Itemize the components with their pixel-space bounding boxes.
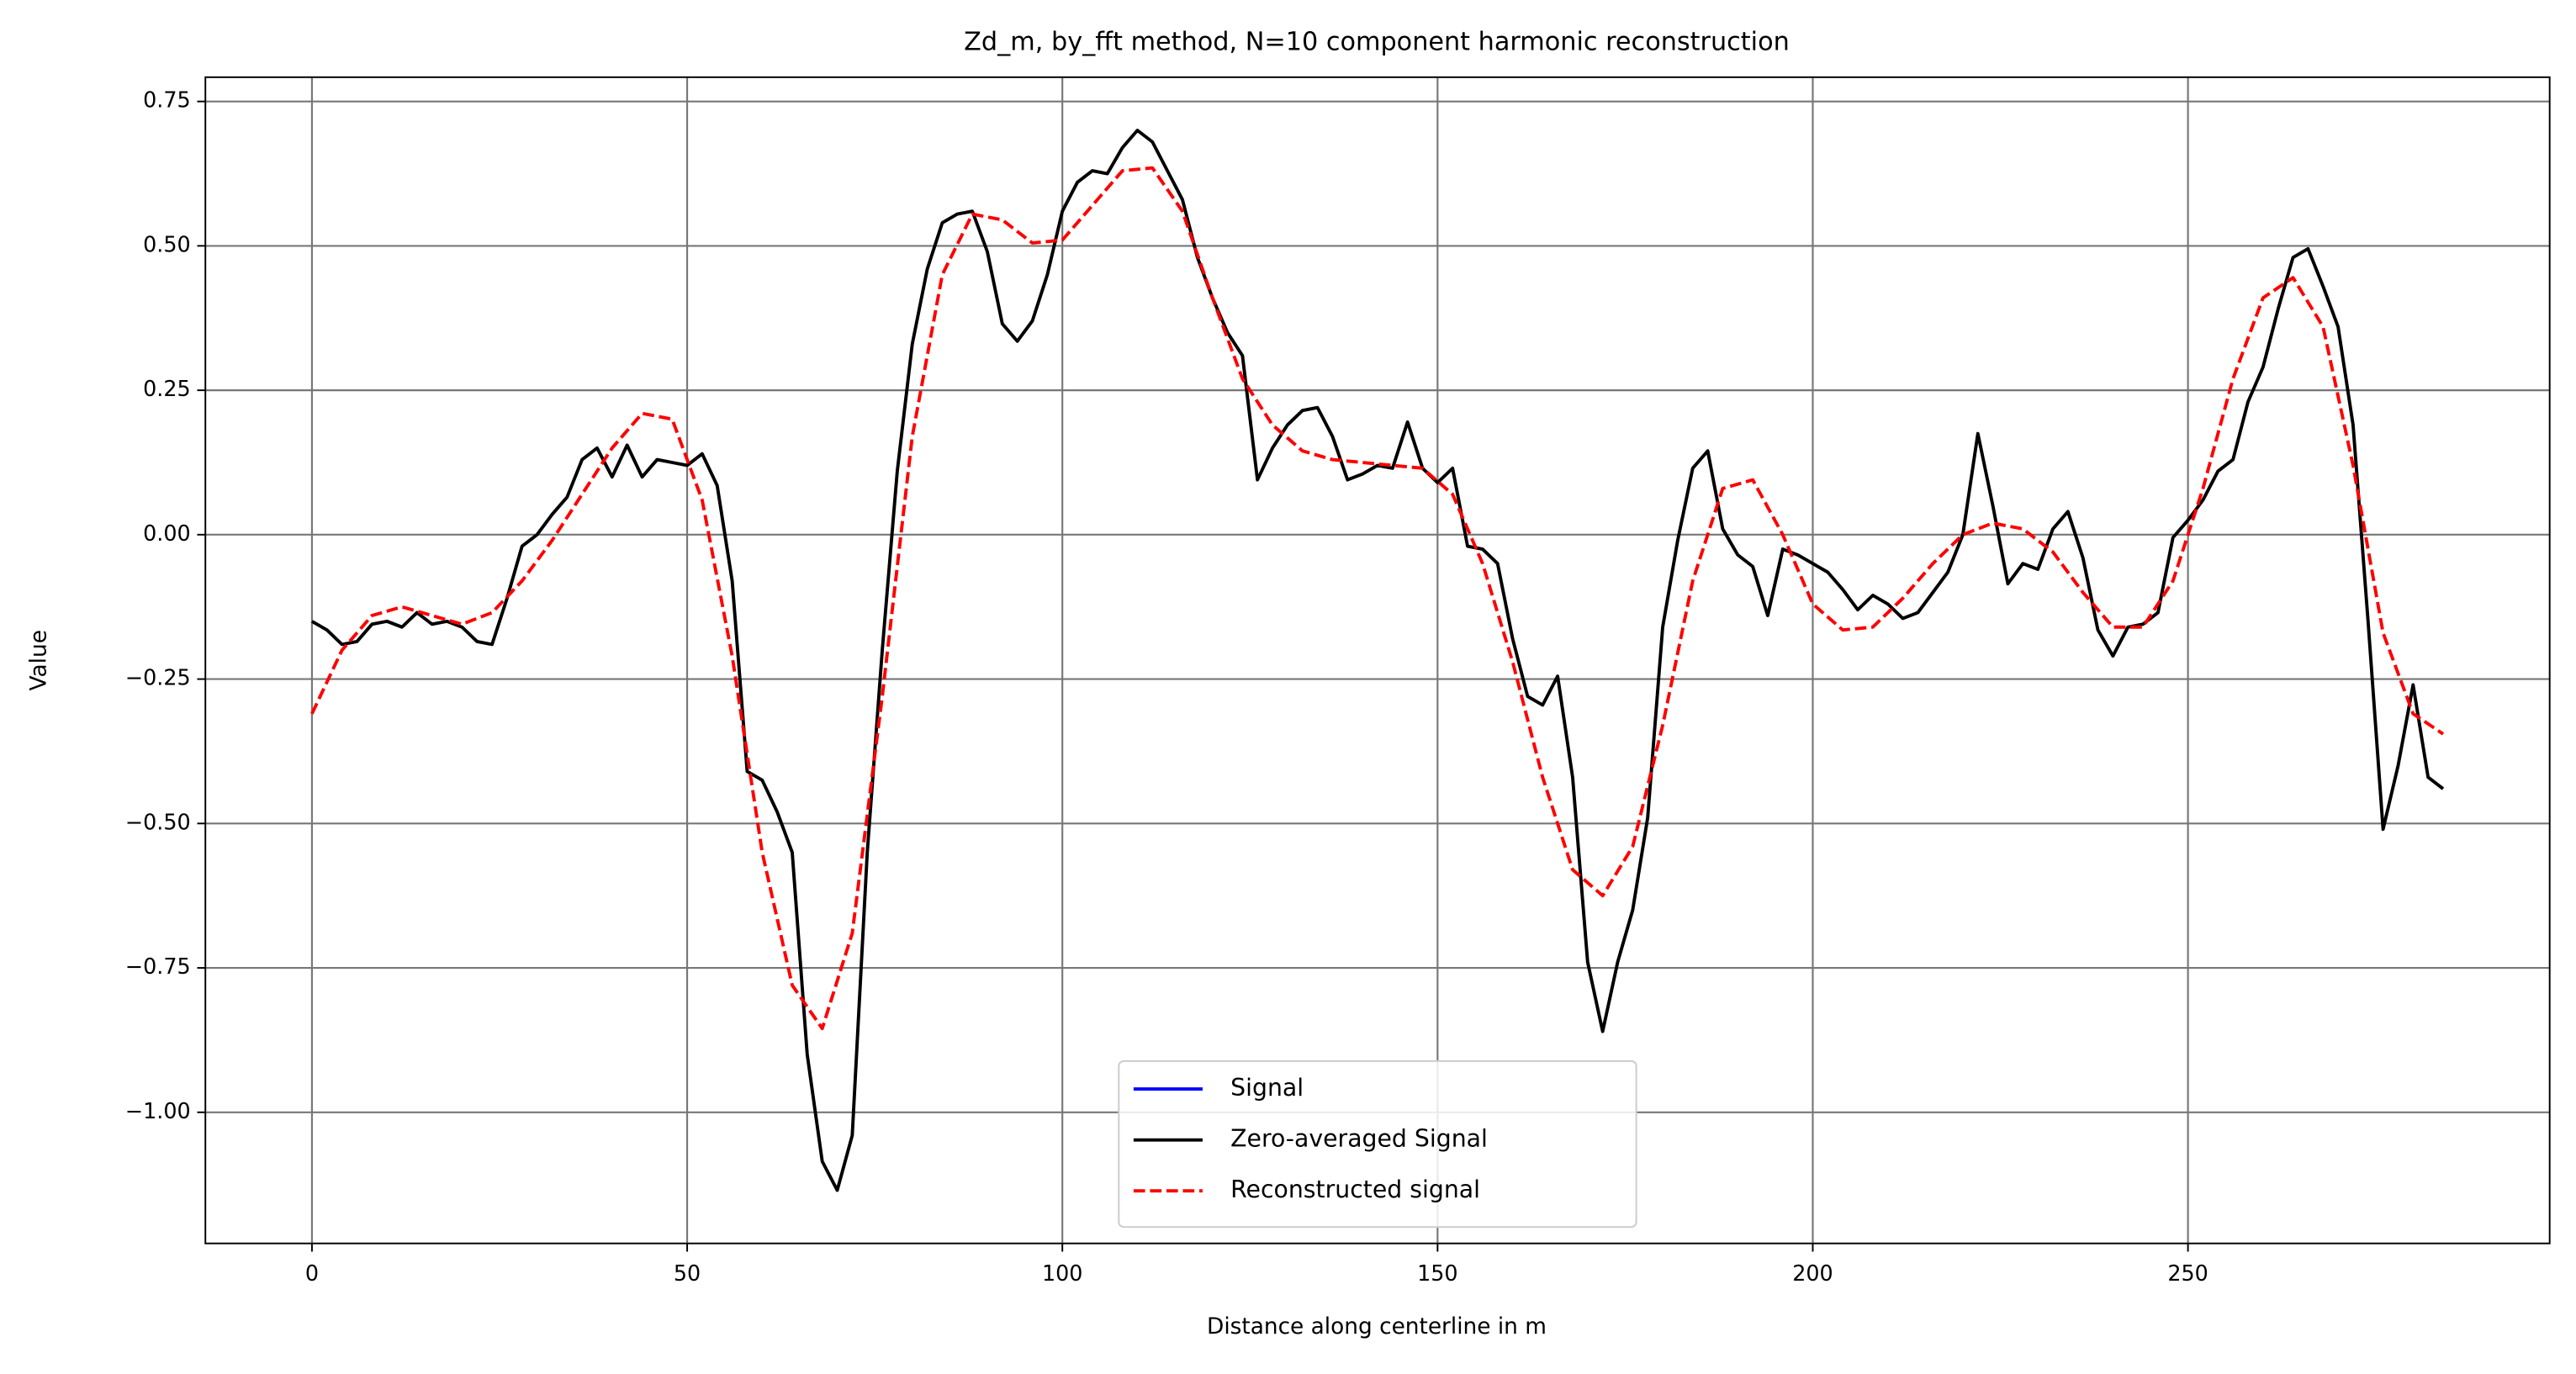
- legend-label: Signal: [1230, 1074, 1304, 1102]
- y-axis-label: Value: [26, 630, 51, 690]
- chart-title: Zd_m, by_fft method, N=10 component harm…: [964, 27, 1790, 56]
- y-tick-label: 0.50: [143, 231, 191, 256]
- series-line: [310, 166, 2445, 1031]
- legend-label: Zero-averaged Signal: [1230, 1125, 1488, 1153]
- x-tick-label: 100: [1042, 1260, 1082, 1286]
- legend-label: Reconstructed signal: [1230, 1176, 1480, 1203]
- x-tick-label: 250: [2167, 1260, 2208, 1286]
- y-tick-label: 0.00: [143, 521, 191, 546]
- x-tick-label: 0: [305, 1260, 319, 1286]
- x-tick-label: 50: [674, 1260, 701, 1286]
- x-tick-label: 200: [1792, 1260, 1833, 1286]
- y-tick-label: 0.25: [143, 376, 191, 401]
- x-tick-label: 150: [1417, 1260, 1457, 1286]
- legend-box: [1118, 1060, 1637, 1229]
- y-tick-label: −0.75: [125, 954, 191, 979]
- x-axis-label: Distance along centerline in m: [1207, 1314, 1547, 1340]
- y-tick-label: −0.25: [125, 665, 191, 690]
- y-tick-label: 0.75: [143, 87, 191, 113]
- series-line: [310, 129, 2445, 1192]
- y-tick-label: −1.00: [125, 1098, 191, 1123]
- y-tick-label: −0.50: [125, 809, 191, 834]
- plot-frame: [204, 76, 2551, 1245]
